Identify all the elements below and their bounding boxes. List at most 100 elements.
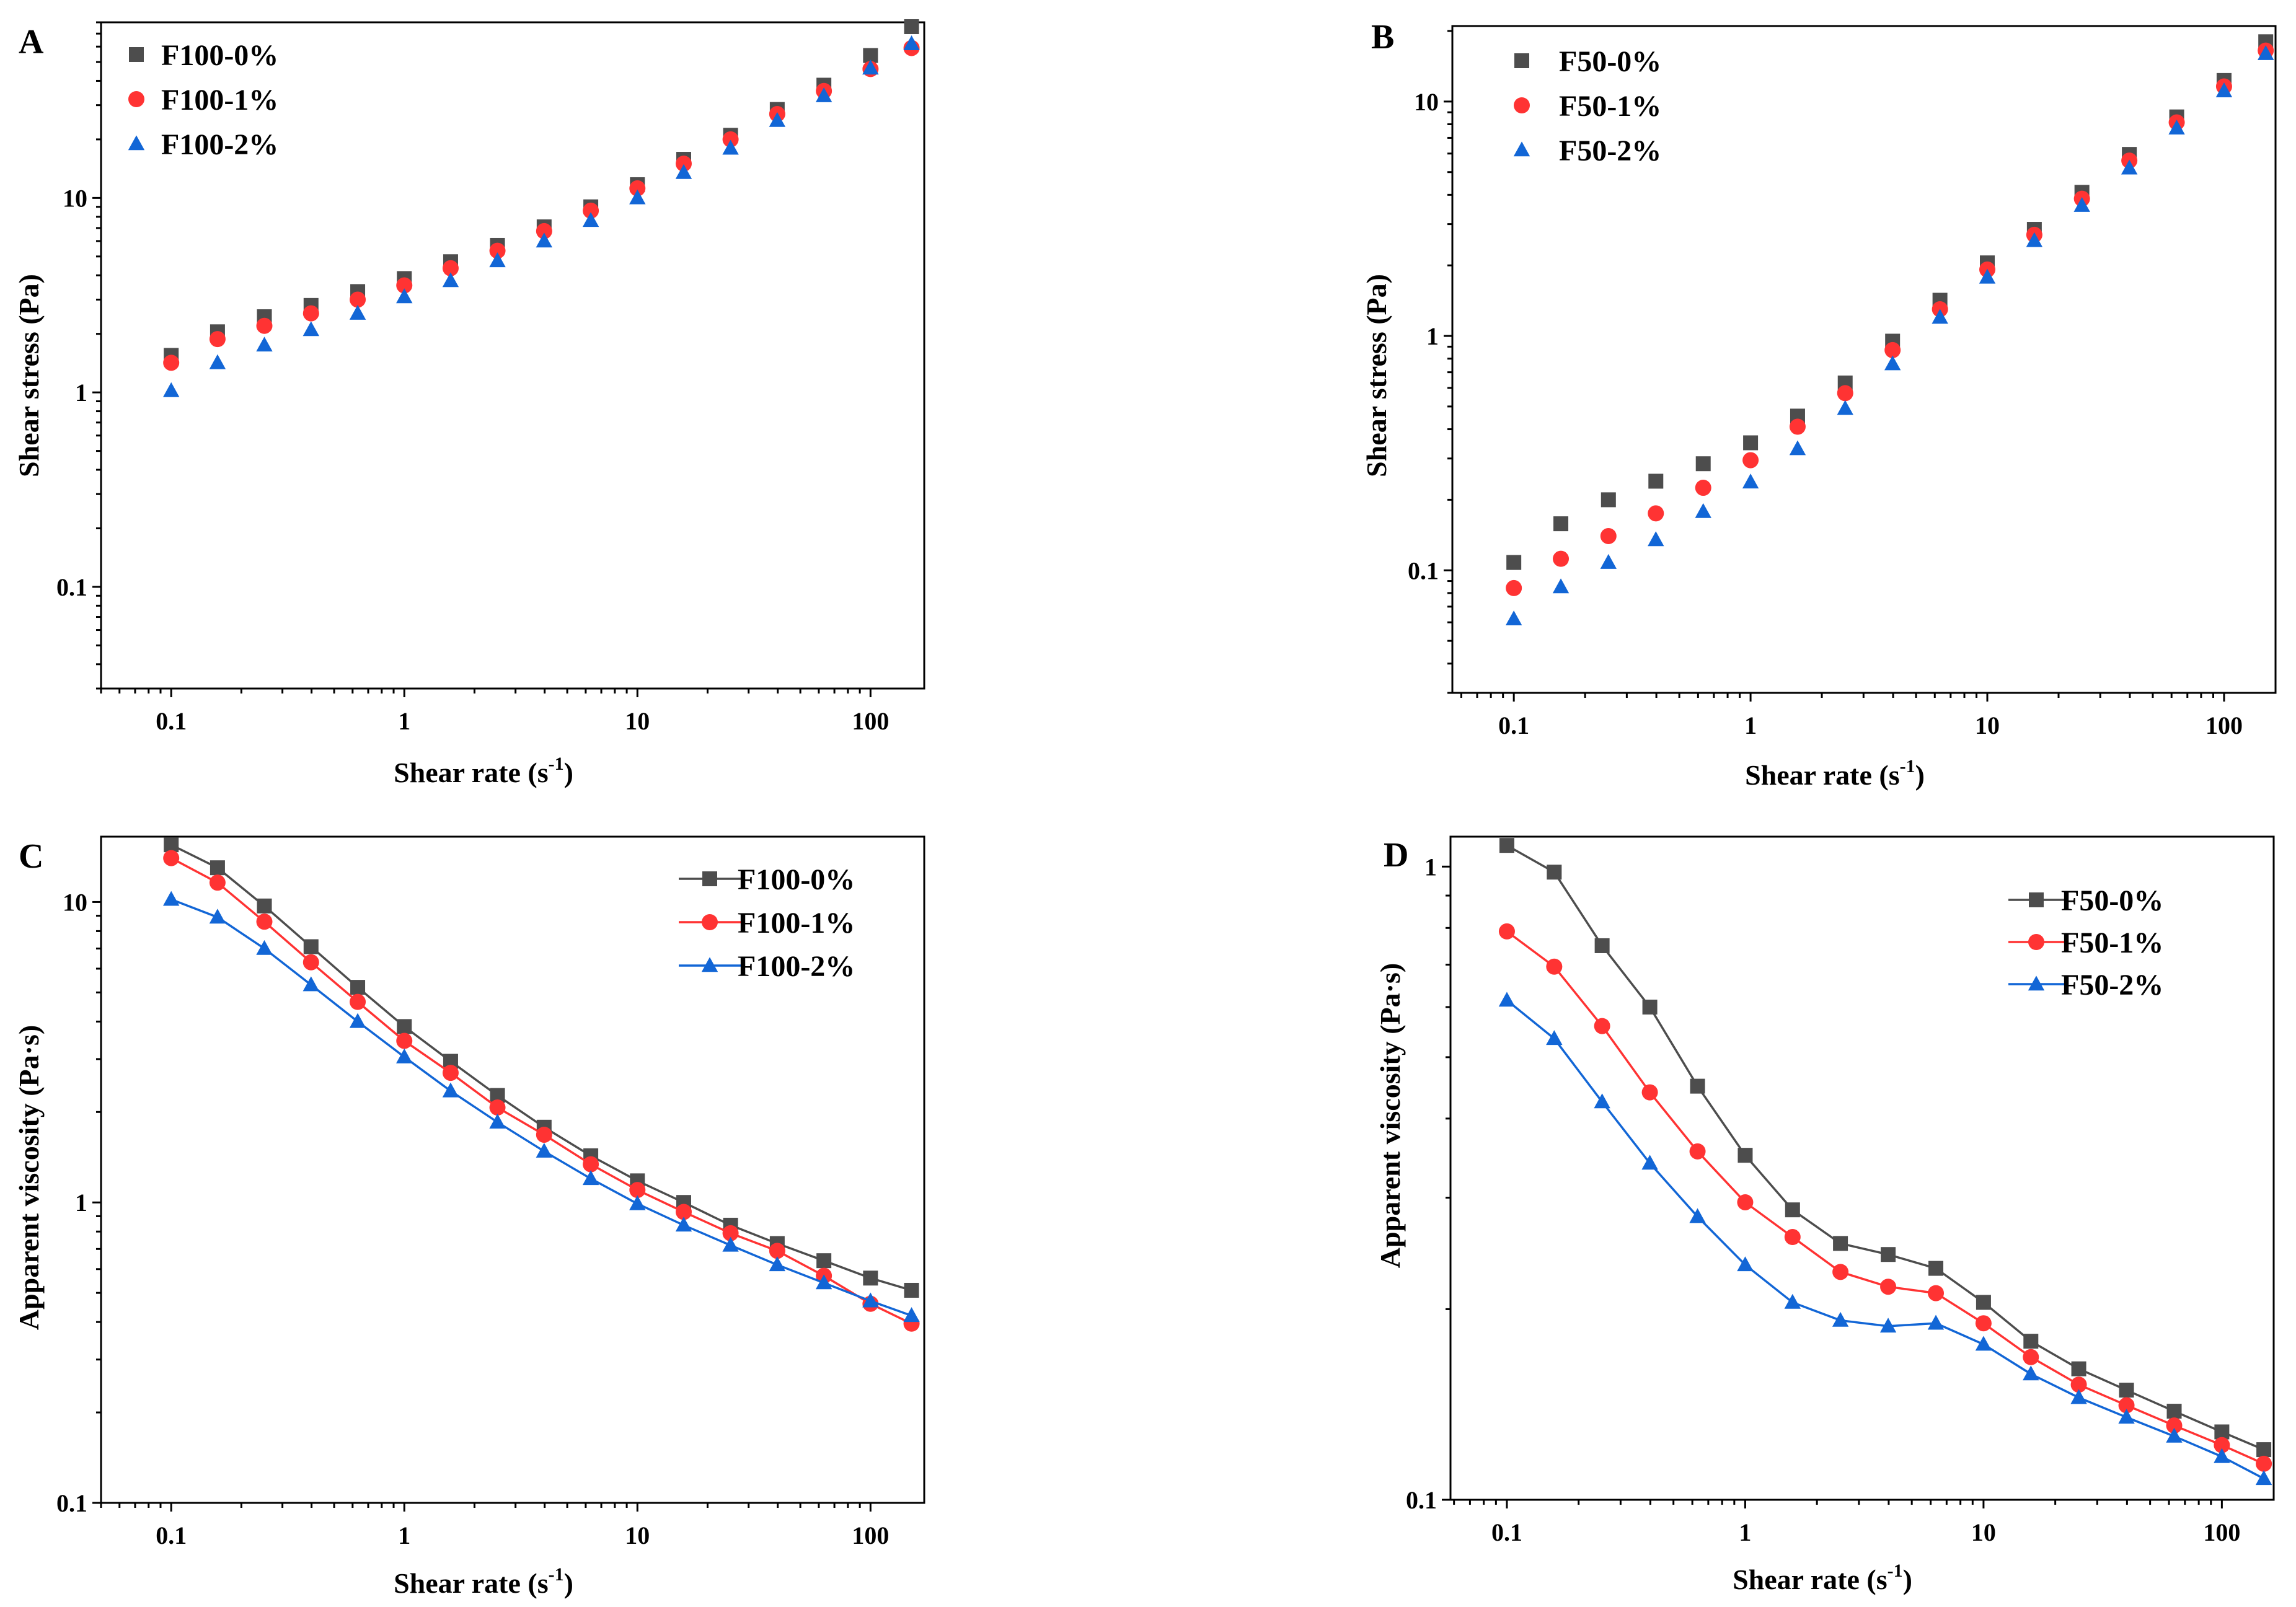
panel-c-y-title: Apparent viscosity (Pa·s): [13, 1025, 45, 1330]
panel-b-x-tick-label: 0.1: [1498, 711, 1529, 739]
panel-d-series-1: [1498, 923, 2272, 1472]
panel-d-data-point: [2214, 1437, 2230, 1453]
panel-a-x-tick-label: 10: [625, 707, 650, 735]
panel-b-data-point: [2121, 159, 2138, 175]
panel-c-data-point: [536, 1126, 552, 1143]
panel-d-x-tick-label: 10: [1971, 1518, 1996, 1546]
panel-d-y-title: Apparent viscosity (Pa·s): [1374, 963, 1406, 1268]
panel-d-data-point: [1975, 1315, 1992, 1332]
panel-c-frame: [100, 835, 925, 1504]
panel-a-data-point: [903, 35, 920, 50]
panel-d-data-point: [2256, 1455, 2272, 1472]
panel-c-data-point: [582, 1170, 599, 1186]
panel-b-data-point: [1884, 355, 1901, 371]
panel-b-frame: [1451, 25, 2277, 694]
panel-a-frame: [100, 21, 925, 690]
panel-c-x-tick-label: 10: [625, 1521, 650, 1549]
panel-d-x-tick-label: 0.1: [1491, 1518, 1522, 1546]
panel-d-data-point: [2023, 1365, 2039, 1381]
panel-a-x-tick-label: 0.1: [156, 707, 187, 735]
panel-b-data-point: [1505, 610, 1522, 626]
panel-c-data-point: [489, 1114, 506, 1129]
panel-d-x-tick-label: 1: [1739, 1518, 1751, 1546]
panel-d-data-point: [2023, 1349, 2039, 1365]
panel-c-data-point: [350, 993, 366, 1010]
panel-a-series-2: [163, 35, 920, 397]
panel-a-letter: A: [19, 23, 44, 61]
panel-d-data-point: [2070, 1389, 2087, 1404]
panel-c-x-tick-label: 1: [398, 1521, 410, 1549]
panel-c-data-point: [397, 1019, 412, 1034]
panel-d-letter: D: [1384, 836, 1408, 874]
panel-c-data-point: [164, 837, 179, 853]
panel-d: D Apparent viscosity (Pa·s) Shear rate (…: [1374, 835, 2275, 1595]
panel-b-data-point: [1600, 527, 1617, 544]
panel-c-legend-label: F100-1%: [738, 907, 855, 940]
panel-b-x-title: Shear rate (s-1): [1745, 756, 1925, 791]
panel-c-x-tick-label: 100: [852, 1521, 889, 1549]
panel-a-y-tick-label: 1: [75, 379, 87, 407]
panel-d-data-point: [1928, 1261, 1944, 1276]
panel-d-data-point: [1547, 865, 1562, 880]
panel-b-data-point: [1789, 418, 1806, 435]
panel-a-data-point: [163, 354, 180, 371]
panel-c-data-point: [722, 1236, 739, 1252]
panel-b-data-point: [1648, 505, 1664, 522]
panel-d-data-point: [1785, 1202, 1800, 1218]
panel-a-legend-marker: [129, 47, 144, 62]
panel-d-data-point: [1737, 1256, 1754, 1272]
panel-b-data-point: [1601, 492, 1616, 508]
panel-c-legend-marker: [702, 914, 718, 930]
panel-a-data-point: [256, 337, 273, 352]
panel-c-data-point: [256, 914, 273, 930]
panel-b-legend-label: F50-2%: [1559, 134, 1661, 167]
panel-a-data-point: [675, 156, 692, 172]
panel-b-data-point: [1837, 400, 1853, 415]
panel-b-series-2: [1505, 45, 2274, 626]
panel-d-data-point: [2256, 1442, 2272, 1458]
panel-c-y-tick-label: 0.1: [56, 1489, 87, 1517]
panel-c-data-point: [302, 954, 319, 971]
panel-a-data-point: [209, 331, 226, 348]
panel-a-y-title: Shear stress (Pa): [13, 274, 45, 477]
panel-b-x-tick-label: 1: [1744, 711, 1757, 739]
panel-d-data-point: [1737, 1148, 1753, 1163]
panel-b-data-point: [2073, 196, 2090, 212]
panel-c-data-point: [629, 1182, 646, 1199]
panel-d-data-point: [2071, 1361, 2086, 1376]
panel-b-data-point: [2215, 82, 2233, 97]
panel-b-y-tick-label: 0.1: [1408, 557, 1439, 584]
panel-b-legend-marker: [1514, 97, 1530, 113]
panel-a-data-point: [350, 291, 366, 308]
panel-d-data-point: [2255, 1470, 2272, 1486]
panel-a-data-point: [209, 354, 226, 369]
panel-b-data-point: [2026, 232, 2043, 247]
panel-c-legend-label: F100-2%: [738, 950, 855, 983]
panel-d-data-point: [1689, 1208, 1706, 1223]
panel-d-data-point: [1737, 1194, 1754, 1210]
panel-b: B Shear stress (Pa) Shear rate (s-1) 0.1…: [1361, 18, 2277, 791]
panel-a-data-point: [675, 164, 692, 179]
panel-a-legend-marker: [128, 91, 144, 107]
panel-a-data-point: [349, 304, 366, 320]
panel-c-letter: C: [19, 837, 43, 876]
panel-d-legend-label: F50-1%: [2061, 927, 2163, 959]
panel-b-data-point: [1600, 553, 1617, 569]
panel-c-data-point: [163, 891, 180, 906]
panel-c-series-1: [163, 850, 920, 1332]
panel-c-data-point: [257, 898, 272, 914]
panel-d-data-point: [1594, 938, 1610, 953]
panel-a-data-point: [536, 222, 552, 239]
panel-b-letter: B: [1371, 18, 1394, 56]
panel-d-data-point: [1641, 1084, 1658, 1101]
panel-b-series-1: [1506, 42, 2274, 596]
panel-d-data-point: [1546, 958, 1563, 975]
panel-a-data-point: [489, 252, 506, 268]
panel-d-data-point: [2118, 1397, 2135, 1414]
panel-d-data-point: [2166, 1427, 2183, 1443]
panel-d-series-0: [1499, 838, 2272, 1458]
panel-b-data-point: [1743, 435, 1759, 451]
panel-c-data-point: [209, 874, 226, 891]
panel-c-data-point: [349, 1013, 366, 1028]
